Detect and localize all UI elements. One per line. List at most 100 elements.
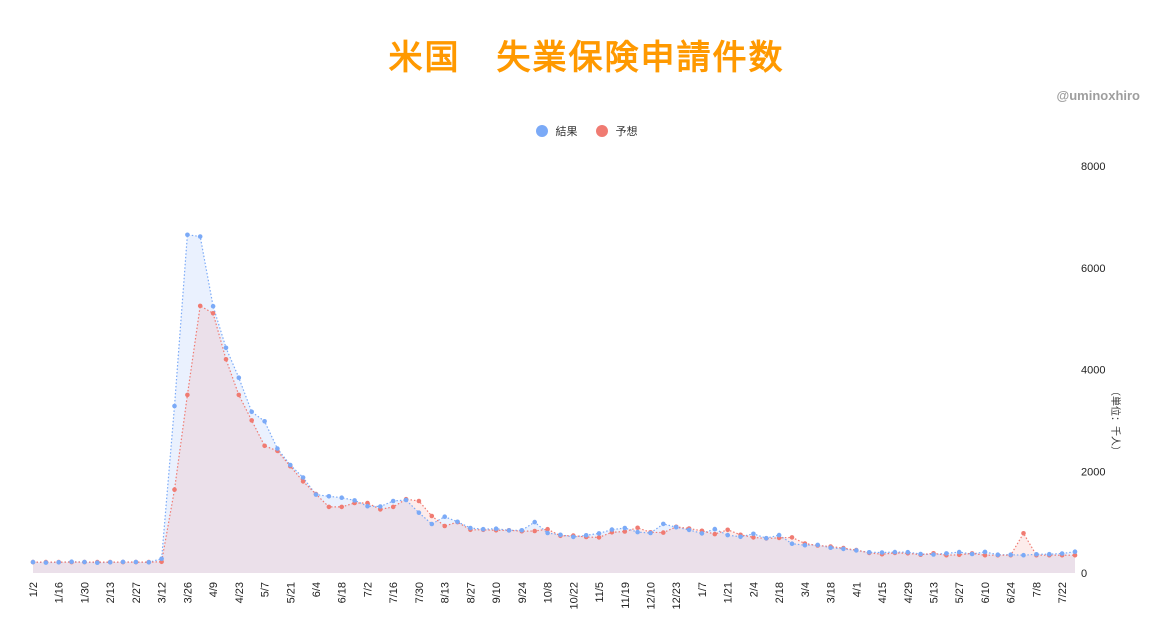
- data-point[interactable]: [802, 542, 808, 548]
- data-point[interactable]: [931, 552, 936, 557]
- data-point[interactable]: [107, 560, 113, 565]
- data-point[interactable]: [210, 311, 216, 316]
- data-point[interactable]: [995, 552, 1001, 557]
- data-point[interactable]: [776, 532, 782, 538]
- data-point[interactable]: [506, 528, 512, 533]
- data-point[interactable]: [313, 492, 319, 497]
- data-point[interactable]: [725, 527, 730, 533]
- data-point[interactable]: [982, 549, 988, 555]
- data-point[interactable]: [1021, 552, 1026, 558]
- data-point[interactable]: [352, 498, 357, 503]
- data-point[interactable]: [403, 497, 409, 503]
- data-point[interactable]: [365, 500, 370, 506]
- data-point[interactable]: [339, 495, 345, 501]
- data-point[interactable]: [545, 530, 550, 536]
- data-point[interactable]: [1021, 531, 1026, 536]
- data-point[interactable]: [197, 303, 203, 309]
- data-point[interactable]: [172, 403, 177, 409]
- data-point[interactable]: [583, 533, 589, 538]
- data-point[interactable]: [905, 549, 911, 555]
- data-point[interactable]: [69, 559, 74, 564]
- data-point[interactable]: [493, 526, 499, 531]
- data-point[interactable]: [262, 419, 267, 424]
- data-point[interactable]: [1059, 551, 1065, 556]
- data-point[interactable]: [596, 531, 602, 536]
- data-point[interactable]: [751, 531, 756, 537]
- data-point[interactable]: [969, 551, 975, 557]
- data-point[interactable]: [390, 498, 396, 504]
- data-point[interactable]: [339, 504, 345, 510]
- data-point[interactable]: [918, 551, 923, 557]
- data-point[interactable]: [892, 549, 898, 555]
- data-point[interactable]: [1008, 552, 1013, 557]
- data-point[interactable]: [596, 535, 602, 540]
- data-point[interactable]: [956, 549, 962, 555]
- data-point[interactable]: [56, 560, 61, 565]
- data-point[interactable]: [712, 531, 718, 537]
- data-point[interactable]: [712, 526, 718, 532]
- data-point[interactable]: [172, 487, 177, 492]
- data-point[interactable]: [146, 560, 152, 565]
- data-point[interactable]: [43, 560, 49, 565]
- data-point[interactable]: [300, 475, 306, 480]
- data-point[interactable]: [455, 519, 460, 525]
- data-point[interactable]: [519, 528, 525, 533]
- data-point[interactable]: [828, 545, 833, 550]
- data-point[interactable]: [390, 504, 396, 510]
- data-point[interactable]: [120, 559, 126, 565]
- data-point[interactable]: [982, 552, 988, 558]
- data-point[interactable]: [262, 443, 267, 449]
- data-point[interactable]: [622, 529, 628, 534]
- data-point[interactable]: [223, 357, 229, 362]
- data-point[interactable]: [210, 303, 216, 309]
- data-point[interactable]: [545, 526, 550, 532]
- data-point[interactable]: [789, 535, 795, 540]
- data-point[interactable]: [661, 521, 666, 527]
- data-point[interactable]: [249, 409, 254, 415]
- data-point[interactable]: [82, 559, 87, 565]
- data-point[interactable]: [1034, 552, 1039, 557]
- data-point[interactable]: [365, 503, 370, 509]
- data-point[interactable]: [236, 392, 242, 398]
- data-point[interactable]: [442, 514, 448, 519]
- legend-item-forecast[interactable]: 予想: [595, 123, 638, 139]
- data-point[interactable]: [159, 556, 164, 561]
- data-point[interactable]: [532, 528, 537, 534]
- data-point[interactable]: [429, 513, 435, 519]
- data-point[interactable]: [236, 375, 242, 381]
- data-point[interactable]: [300, 479, 306, 484]
- data-point[interactable]: [648, 530, 653, 536]
- data-point[interactable]: [635, 529, 640, 535]
- data-point[interactable]: [1047, 551, 1052, 557]
- data-point[interactable]: [609, 527, 615, 532]
- data-point[interactable]: [416, 498, 422, 504]
- data-point[interactable]: [571, 534, 576, 540]
- data-point[interactable]: [442, 523, 448, 529]
- data-point[interactable]: [673, 524, 679, 530]
- data-point[interactable]: [635, 525, 640, 531]
- data-point[interactable]: [1072, 552, 1078, 558]
- data-point[interactable]: [751, 535, 756, 540]
- data-point[interactable]: [699, 531, 705, 536]
- data-point[interactable]: [622, 525, 628, 531]
- data-point[interactable]: [854, 548, 859, 553]
- legend-item-actual[interactable]: 結果: [535, 123, 578, 139]
- data-point[interactable]: [249, 418, 254, 423]
- data-point[interactable]: [378, 504, 383, 509]
- data-point[interactable]: [764, 535, 769, 541]
- data-point[interactable]: [326, 504, 332, 510]
- data-point[interactable]: [661, 530, 666, 535]
- data-point[interactable]: [738, 534, 743, 540]
- data-point[interactable]: [133, 559, 139, 565]
- data-point[interactable]: [275, 446, 280, 451]
- data-point[interactable]: [725, 532, 730, 538]
- data-point[interactable]: [95, 560, 100, 565]
- data-point[interactable]: [686, 527, 692, 533]
- data-point[interactable]: [468, 525, 473, 531]
- data-point[interactable]: [429, 521, 435, 527]
- data-point[interactable]: [558, 532, 563, 538]
- data-point[interactable]: [288, 462, 293, 468]
- data-point[interactable]: [789, 541, 795, 546]
- data-point[interactable]: [841, 546, 846, 552]
- data-point[interactable]: [815, 542, 820, 548]
